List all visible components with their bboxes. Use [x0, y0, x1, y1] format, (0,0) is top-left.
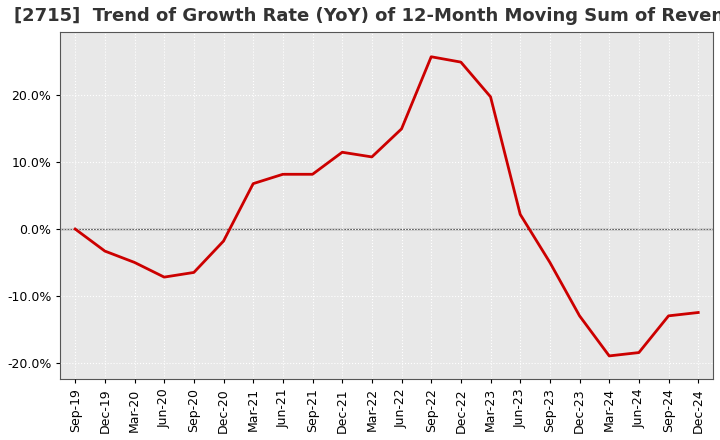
Title: [2715]  Trend of Growth Rate (YoY) of 12-Month Moving Sum of Revenues: [2715] Trend of Growth Rate (YoY) of 12-… [14, 7, 720, 25]
